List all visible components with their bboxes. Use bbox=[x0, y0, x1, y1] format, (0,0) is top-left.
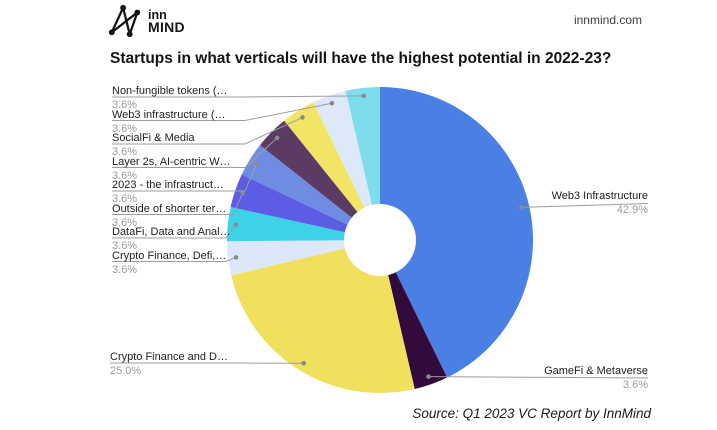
slice-percent: 3.6% bbox=[622, 379, 648, 391]
donut-hole bbox=[344, 204, 416, 276]
slice-label: Web3 Infrastructure bbox=[551, 190, 648, 202]
callout-line bbox=[112, 192, 244, 215]
callout-line bbox=[112, 224, 237, 239]
slice-percent: 42.9% bbox=[616, 204, 648, 216]
callout-dot bbox=[329, 100, 335, 106]
slice-label: Layer 2s, AI-centric W… bbox=[112, 155, 231, 168]
callout-dot bbox=[254, 161, 260, 166]
callout-line bbox=[112, 116, 303, 145]
logo-word-inn: inn bbox=[148, 7, 167, 22]
slice-percent: 3.6% bbox=[112, 122, 138, 135]
callout-line bbox=[112, 102, 332, 121]
callout-non-fungible-tokens: Non-fungible tokens (… 3.6% bbox=[112, 85, 228, 111]
slice-percent: 3.6% bbox=[112, 216, 138, 229]
slice-label: Non-fungible tokens (… bbox=[112, 85, 228, 97]
slice-percent: 3.6% bbox=[112, 240, 138, 252]
slice-label: SocialFi & Media bbox=[112, 132, 195, 144]
slice-percent: 25.0% bbox=[110, 365, 142, 377]
pie-slice-2[interactable] bbox=[231, 240, 415, 393]
pie-slice-9[interactable] bbox=[313, 90, 380, 241]
innmind-logo: inn MIND bbox=[108, 4, 185, 38]
slice-percent: 3.6% bbox=[112, 263, 138, 276]
slice-label: GameFi & Metaverse bbox=[544, 365, 648, 377]
slice-label: Outside of shorter ter… bbox=[112, 202, 227, 215]
pie-slice-1[interactable] bbox=[380, 240, 448, 389]
slice-label: 2023 - the infrastruct… bbox=[112, 179, 224, 191]
slice-label: Crypto Finance and D… bbox=[110, 351, 228, 363]
slice-percent: 3.6% bbox=[112, 193, 138, 205]
slice-label: Crypto Finance, Defi,… bbox=[112, 249, 227, 262]
pie-slice-10[interactable] bbox=[345, 87, 380, 240]
callout-outside-shorter-term: Outside of shorter ter… 3.6% bbox=[112, 203, 226, 229]
pie-slice-0[interactable] bbox=[380, 87, 533, 378]
callout-dot bbox=[301, 361, 307, 366]
innmind-logo-text: inn MIND bbox=[148, 7, 185, 35]
callout-dot bbox=[519, 205, 524, 210]
slice-label: DataFi, Data and Anal… bbox=[112, 226, 231, 238]
source-note: Source: Q1 2023 VC Report by InnMind bbox=[412, 406, 651, 421]
callout-crypto-finance-25: Crypto Finance and D… 25.0% bbox=[110, 351, 228, 377]
callout-line bbox=[112, 95, 364, 98]
callout-line bbox=[428, 376, 649, 379]
pie-slice-5[interactable] bbox=[230, 174, 380, 240]
pie-slice-4[interactable] bbox=[226, 207, 380, 242]
callout-crypto-finance-defi: Crypto Finance, Defi,… 3.6% bbox=[112, 250, 226, 276]
pie-slice-8[interactable] bbox=[284, 102, 380, 240]
callout-line bbox=[112, 163, 258, 192]
pie-slice-7[interactable] bbox=[260, 120, 380, 240]
slice-label: Web3 infrastructure (… bbox=[112, 108, 226, 121]
callout-gamefi-metaverse: GameFi & Metaverse 3.6% bbox=[544, 365, 648, 391]
logo-word-mind: MIND bbox=[148, 18, 185, 35]
slice-percent: 3.6% bbox=[112, 169, 138, 182]
callout-web3-infrastructure-small: Web3 infrastructure (… 3.6% bbox=[112, 109, 226, 135]
pie-slice-6[interactable] bbox=[241, 145, 380, 240]
slice-percent: 3.6% bbox=[112, 146, 138, 158]
callout-web3-infrastructure-main: Web3 Infrastructure 42.9% bbox=[552, 190, 648, 216]
callout-socialfi-media: SocialFi & Media 3.6% bbox=[112, 132, 195, 158]
callout-dot bbox=[240, 190, 246, 196]
callout-line bbox=[112, 137, 278, 168]
chart-title: Startups in what verticals will have the… bbox=[110, 50, 612, 67]
callout-dot bbox=[426, 374, 431, 379]
callout-datafi: DataFi, Data and Anal… 3.6% bbox=[112, 226, 231, 252]
callout-dot bbox=[361, 93, 367, 99]
pie-slice-3[interactable] bbox=[227, 240, 380, 276]
site-url-text: innmind.com bbox=[573, 13, 642, 27]
callout-line bbox=[521, 203, 649, 208]
callout-dot bbox=[233, 222, 239, 228]
callout-line bbox=[112, 256, 237, 262]
callout-dot bbox=[233, 255, 239, 260]
slice-percent: 3.6% bbox=[112, 99, 138, 111]
callout-2023-infrastructure: 2023 - the infrastruct… 3.6% bbox=[112, 179, 224, 205]
innmind-logo-icon bbox=[108, 4, 142, 38]
callout-dot bbox=[300, 115, 305, 120]
callout-layer-2s: Layer 2s, AI-centric W… 3.6% bbox=[112, 156, 231, 182]
callout-dot bbox=[274, 135, 280, 141]
